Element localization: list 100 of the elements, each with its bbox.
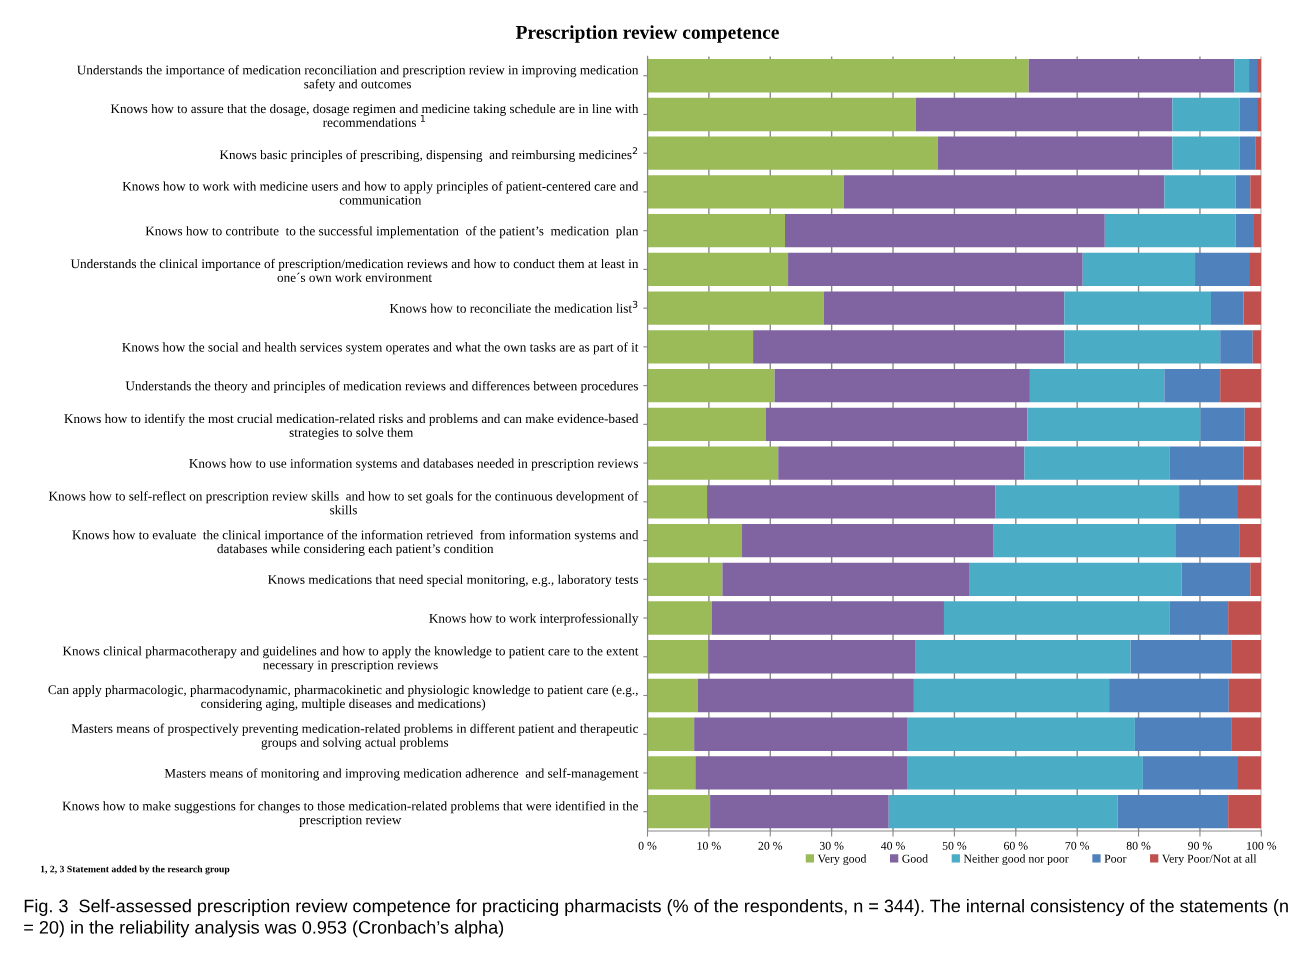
bar bbox=[1029, 368, 1165, 403]
legend-label: Poor bbox=[1104, 854, 1127, 863]
legend-label: Very Poor/Not at all bbox=[1161, 854, 1257, 866]
bar bbox=[1239, 136, 1256, 170]
bar bbox=[915, 97, 1173, 132]
bar bbox=[647, 717, 695, 751]
bar bbox=[1164, 368, 1221, 403]
y-tick-label: Understands the theory and principles of medication reviews and differences between procedures bbox=[125, 380, 638, 394]
bar bbox=[1082, 252, 1196, 287]
x-tick-label: 40 % bbox=[880, 841, 905, 850]
bar bbox=[647, 562, 723, 596]
bar bbox=[697, 678, 914, 713]
bar bbox=[1028, 59, 1235, 93]
bar bbox=[1130, 640, 1232, 674]
bar bbox=[1228, 795, 1262, 829]
bar bbox=[1257, 59, 1262, 93]
bar bbox=[785, 214, 1105, 248]
bar bbox=[1228, 678, 1262, 713]
bar bbox=[1249, 252, 1262, 287]
bar bbox=[1169, 601, 1229, 635]
bar bbox=[1064, 330, 1221, 364]
bar bbox=[888, 795, 1118, 829]
bar bbox=[774, 368, 1030, 403]
bar bbox=[647, 368, 775, 403]
bar bbox=[907, 756, 1143, 790]
bar bbox=[707, 485, 996, 519]
y-tick-label: Masters means of monitoring and improving medication adherence and self-management bbox=[164, 768, 639, 781]
y-tick-label: Knows clinical pharmacotherapy and guidelines and how to apply the knowledge to patient care to the extent necessary in prescription reviews bbox=[62, 646, 639, 673]
bar bbox=[1239, 97, 1258, 132]
bar bbox=[647, 407, 766, 442]
bar bbox=[843, 175, 1165, 209]
bar bbox=[695, 756, 908, 790]
bar bbox=[1181, 562, 1251, 596]
y-tick-label: Understands the clinical importance of prescription/medication reviews and how to conduct them at least in one´s own work environment bbox=[70, 258, 639, 282]
bar bbox=[765, 407, 1028, 442]
bar bbox=[1231, 717, 1262, 751]
bar bbox=[647, 59, 1029, 93]
bar bbox=[1024, 446, 1170, 480]
bar bbox=[711, 601, 944, 635]
legend-label: Good bbox=[902, 854, 928, 863]
bar bbox=[1200, 407, 1245, 442]
bar bbox=[1228, 601, 1262, 635]
y-tick-label: Understands the importance of medication reconciliation and prescription review in improving medication safety and outcomes bbox=[77, 65, 639, 92]
bar bbox=[1243, 446, 1262, 480]
bar bbox=[1134, 717, 1232, 751]
bar bbox=[647, 97, 916, 132]
bar bbox=[937, 136, 1173, 170]
y-tick-label: Knows how to self-reflect on prescription review skills and how to set goals for the continuous development of skills bbox=[48, 491, 639, 515]
bar bbox=[1250, 175, 1262, 209]
bar bbox=[647, 756, 696, 790]
x-tick-label: 20 % bbox=[758, 841, 783, 850]
bar bbox=[647, 330, 754, 364]
y-tick-label: Knows how to reconciliate the medication list$^{3}$ bbox=[389, 300, 638, 313]
bar bbox=[1164, 175, 1236, 209]
y-tick-label: Knows how to identify the most crucial medication-related risks and problems and can make evidence-based strategies to solve them bbox=[64, 413, 639, 440]
bar bbox=[1169, 446, 1244, 480]
bar bbox=[647, 136, 938, 170]
y-tick-label: Knows how the social and health services system operates and what the own tasks are as part of it bbox=[122, 342, 639, 355]
bar bbox=[647, 252, 789, 287]
bar bbox=[1220, 330, 1253, 364]
bar bbox=[1117, 795, 1229, 829]
x-tick-label: 90 % bbox=[1188, 841, 1212, 850]
x-tick-label: 70 % bbox=[1065, 841, 1090, 850]
bar bbox=[1142, 756, 1238, 790]
bar bbox=[647, 640, 709, 674]
bar bbox=[722, 562, 970, 596]
bar bbox=[1231, 640, 1262, 674]
bar bbox=[647, 795, 711, 829]
bar bbox=[1239, 523, 1262, 558]
bar bbox=[1252, 330, 1262, 364]
bar bbox=[1027, 407, 1201, 442]
bar bbox=[1195, 252, 1250, 287]
bar bbox=[647, 175, 844, 209]
bar bbox=[1211, 291, 1244, 325]
x-tick-label: 60 % bbox=[1004, 841, 1028, 850]
bar bbox=[1244, 407, 1262, 442]
x-tick-label: 30 % bbox=[819, 841, 844, 850]
y-tick-label: Knows medications that need special monitoring, e.g., laboratory tests bbox=[268, 574, 638, 587]
bar bbox=[915, 640, 1131, 674]
caption: Fig. 3 Self-assessed prescription review competence for practicing pharmacists (% of the respondents, n = 344). The internal consistency of the statements (n = 20) in the reliability analysis was 0.953 (Cronbach’s alpha) bbox=[24, 899, 1288, 938]
legend-label: Neither good nor poor bbox=[963, 854, 1069, 866]
bar bbox=[907, 717, 1135, 751]
bar bbox=[1253, 214, 1262, 248]
y-tick-label: Knows how to contribute to the successful implementation of the patient’s medication plan bbox=[145, 226, 639, 239]
x-tick-label: 80 % bbox=[1126, 841, 1151, 850]
bar bbox=[995, 485, 1180, 519]
bar bbox=[943, 601, 1170, 635]
x-tick-label: 0 % bbox=[638, 841, 657, 850]
bar bbox=[694, 717, 908, 751]
y-tick-label: Knows how to work with medicine users and how to apply principles of patient-centered care and communication bbox=[122, 181, 639, 205]
bar bbox=[1235, 214, 1254, 248]
bar bbox=[753, 330, 1065, 364]
y-tick-label: Knows how to make suggestions for changes to those medication-related problems that were identified in the prescription review bbox=[62, 801, 638, 827]
bar bbox=[1234, 59, 1250, 93]
bar bbox=[742, 523, 994, 558]
x-tick-label: 100 % bbox=[1247, 841, 1277, 850]
text: 1, 2, 3 Statement added by the research group bbox=[40, 865, 230, 875]
bar bbox=[1249, 59, 1258, 93]
bar bbox=[710, 795, 889, 829]
y-tick-label: Can apply pharmacologic, pharmacodynamic, pharmacokinetic and physiologic knowledge to patient care (e.g., considering aging, multiple diseases and medications) bbox=[48, 684, 638, 711]
